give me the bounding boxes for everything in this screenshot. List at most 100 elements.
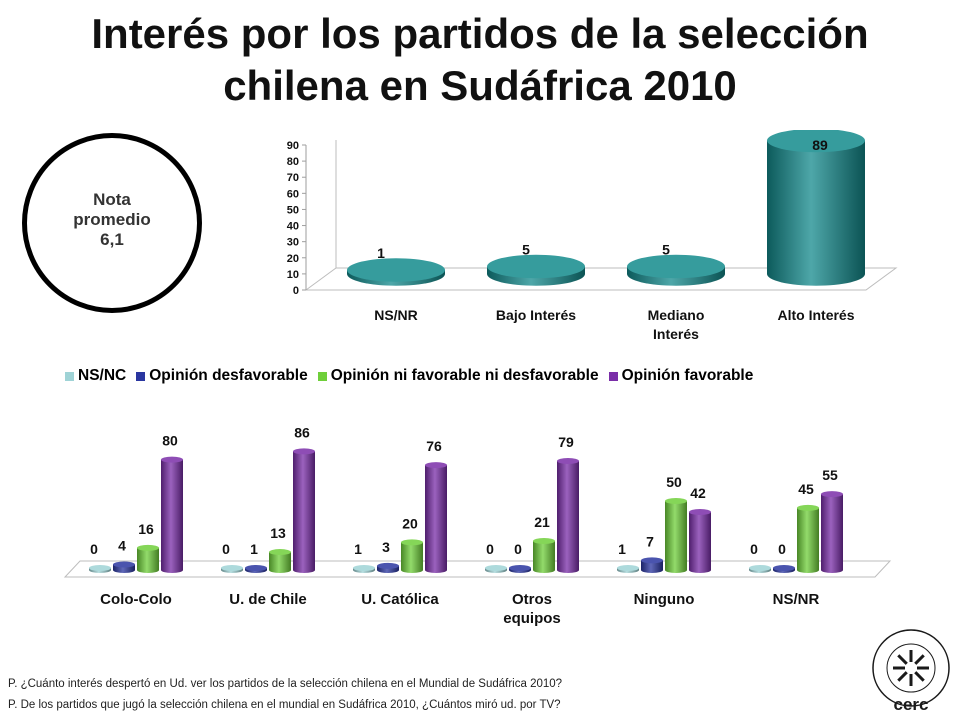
bar-0-1-top — [113, 561, 135, 568]
bar-4-1-top — [641, 557, 663, 564]
y-tick-label: 80 — [287, 156, 299, 168]
legend-item-nsnc: NS/NC — [65, 367, 126, 385]
bar-2-3-top — [425, 462, 447, 469]
logo-ray — [897, 671, 908, 682]
bar-4-0 — [617, 565, 639, 573]
legend-swatch-favorable — [608, 371, 618, 381]
legend-item-desfavorable: Opinión desfavorable — [136, 367, 308, 385]
logo-ray — [914, 671, 925, 682]
bar-3-3-body — [557, 460, 579, 573]
data-label: 1 — [618, 541, 626, 557]
legend-item-neutral: Opinión ni favorable ni desfavorable — [317, 367, 599, 385]
data-label: 1 — [377, 245, 385, 261]
bar-mediano-inter-s — [627, 254, 725, 286]
y-tick-label: 70 — [287, 172, 299, 184]
cerc-logo: cerc — [872, 629, 950, 714]
legend-label-favorable: Opinión favorable — [621, 367, 754, 384]
bar-2-3-body — [425, 465, 447, 573]
data-label: 76 — [426, 438, 442, 454]
bar-2-2-top — [401, 539, 423, 546]
category-label: Ninguno — [634, 591, 695, 608]
category-label: Bajo Interés — [496, 307, 576, 323]
category-label: Alto Interés — [777, 307, 854, 323]
bar-0-3 — [161, 456, 183, 573]
bar-2-0-top — [353, 565, 375, 571]
data-label: 0 — [750, 541, 758, 557]
bar-alto-inter-s-body — [767, 140, 865, 286]
y-tick-label: 30 — [287, 237, 299, 249]
bar-1-1 — [245, 565, 267, 573]
data-label: 86 — [294, 424, 310, 440]
y-tick-label: 60 — [287, 188, 299, 200]
bar-alto-inter-s — [767, 130, 865, 286]
bar-3-3-top — [557, 457, 579, 464]
data-label: 55 — [822, 467, 838, 483]
data-label: 89 — [812, 137, 828, 153]
bar-3-1 — [509, 565, 531, 573]
category-label: U. de Chile — [229, 591, 307, 608]
data-label: 5 — [522, 242, 530, 258]
bar-2-2 — [401, 539, 423, 573]
bar-4-2-top — [665, 498, 687, 504]
data-label: 0 — [222, 541, 230, 557]
footnote-question-1: P. ¿Cuánto interés despertó en Ud. ver l… — [8, 678, 563, 690]
data-label: 0 — [514, 541, 522, 557]
chart-floor — [304, 267, 898, 291]
bar-5-1-top — [773, 565, 795, 571]
data-label: 13 — [270, 525, 286, 541]
bar-1-1-top — [245, 565, 267, 571]
data-label: 5 — [662, 242, 670, 258]
y-tick-label: 90 — [287, 140, 299, 152]
bar-3-0 — [485, 565, 507, 573]
category-label: U. Católica — [361, 591, 439, 608]
bar-1-2 — [269, 549, 291, 573]
bar-ns-nr — [347, 258, 445, 286]
legend: NS/NC Opinión desfavorable Opinión ni fa… — [65, 366, 915, 386]
y-tick-label: 40 — [287, 221, 299, 233]
bar-0-1 — [113, 561, 135, 573]
bar-4-1 — [641, 557, 663, 573]
legend-swatch-neutral — [317, 371, 327, 381]
legend-swatch-desfavorable — [136, 371, 146, 381]
bar-0-3-body — [161, 459, 183, 573]
bar-3-0-top — [485, 565, 507, 571]
nota-line-1: Nota — [93, 190, 131, 209]
bar-0-2 — [137, 544, 159, 573]
data-label: 0 — [778, 541, 786, 557]
data-label: 79 — [558, 434, 574, 450]
data-label: 0 — [90, 541, 98, 557]
average-score-circle: Nota promedio 6,1 — [22, 133, 202, 313]
data-label: 50 — [666, 474, 682, 490]
bar-5-2-body — [797, 507, 819, 573]
bar-2-3 — [425, 462, 447, 573]
data-label: 3 — [382, 539, 390, 555]
data-label: 42 — [690, 485, 706, 501]
bar-3-2-body — [533, 541, 555, 573]
legend-label-desfavorable: Opinión desfavorable — [149, 367, 308, 384]
data-label: 16 — [138, 521, 154, 537]
bar-4-2 — [665, 498, 687, 573]
category-label: Mediano — [648, 307, 705, 323]
chart-title: Interés por los partidos de la selección… — [91, 10, 869, 109]
data-label: 45 — [798, 481, 814, 497]
bar-4-2-body — [665, 501, 687, 573]
bar-5-3 — [821, 491, 843, 573]
bar-5-0 — [749, 565, 771, 573]
category-label: NS/NR — [374, 307, 418, 323]
bar-1-3-body — [293, 451, 315, 573]
category-label: NS/NR — [773, 591, 820, 608]
data-label: 80 — [162, 433, 178, 449]
legend-label-neutral: Opinión ni favorable ni desfavorable — [330, 367, 599, 384]
average-score-label: Nota promedio 6,1 — [27, 190, 197, 250]
data-label: 1 — [250, 541, 258, 557]
y-tick-label: 0 — [293, 285, 299, 297]
legend-swatch-nsnc — [65, 371, 74, 381]
category-label: Otros — [512, 591, 552, 608]
bar-2-1 — [377, 562, 399, 573]
logo-ray — [897, 654, 908, 665]
bar-0-2-top — [137, 544, 159, 551]
category-label: equipos — [503, 610, 561, 627]
bar-5-3-body — [821, 494, 843, 573]
bar-2-2-body — [401, 542, 423, 573]
